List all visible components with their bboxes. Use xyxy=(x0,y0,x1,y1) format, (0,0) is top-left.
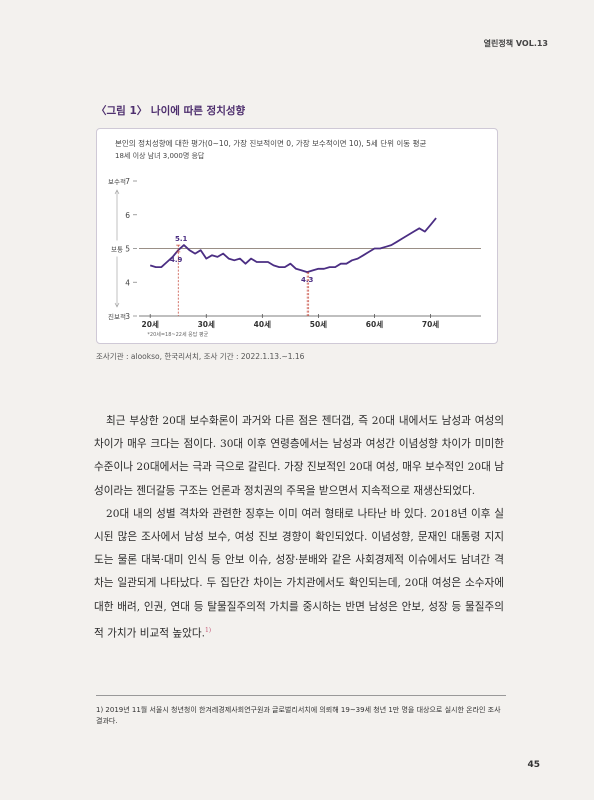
figure-caption: 본인의 정치성향에 대한 평가(0~10, 가장 진보적이면 0, 가장 보수적… xyxy=(115,139,427,148)
paragraph: 최근 부상한 20대 보수화론이 과거와 다른 점은 젠더갭, 즉 20대 내에… xyxy=(94,415,504,497)
paragraph-text: 20대 내의 성별 격차와 관련한 징후는 이미 여러 형태로 나타난 바 있다… xyxy=(94,507,504,640)
x-tick-label: 20세 xyxy=(142,319,159,329)
y-tick-label: 3 xyxy=(125,312,130,321)
paragraph: 20대 내의 성별 격차와 관련한 징후는 이미 여러 형태로 나타난 바 있다… xyxy=(94,503,504,646)
y-tick-label: 6 xyxy=(125,211,130,220)
y-side-label-top: 보수적 xyxy=(108,178,126,186)
x-tick-label: 50세 xyxy=(310,319,327,329)
y-tick-label: 5 xyxy=(125,245,130,254)
footnote-marker[interactable]: 1) xyxy=(204,626,212,634)
annotation-label: 4.3 xyxy=(301,276,314,284)
page-number: 45 xyxy=(527,760,540,770)
arrow-down-head xyxy=(114,302,120,308)
x-tick-label: 40세 xyxy=(254,319,271,329)
y-side-label-bottom: 진보적 xyxy=(108,312,126,321)
figure-title: 〈그림 1〉 나이에 따른 정치성향 xyxy=(96,105,246,117)
arrow-up-head xyxy=(114,189,120,195)
x-axis-note: *20세=18~22세 응답 평균 xyxy=(147,331,208,338)
figure-box: 본인의 정치성향에 대한 평가(0~10, 가장 진보적이면 0, 가장 보수적… xyxy=(96,128,498,344)
x-tick-label: 60세 xyxy=(366,319,383,329)
series-line xyxy=(149,217,437,274)
y-side-label-middle: 보통 xyxy=(111,246,123,254)
body-text: 최근 부상한 20대 보수화론이 과거와 다른 점은 젠더갭, 즉 20대 내에… xyxy=(94,410,504,646)
footnote: 1) 2019년 11월 서울시 청년청이 한겨레경제사회연구원과 글로벌리서치… xyxy=(96,706,501,725)
running-header: 열린정책 VOL.13 xyxy=(483,39,548,48)
annotation-label: 4.9 xyxy=(170,256,183,264)
y-tick-label: 7 xyxy=(125,177,130,186)
figure-source: 조사기관 : alookso, 한국리서치, 조사 기간 : 2022.1.13… xyxy=(96,352,305,361)
figure-sample-note: 18세 이상 남녀 3,000명 응답 xyxy=(115,152,205,160)
y-tick-label: 4 xyxy=(125,278,130,287)
x-tick-label: 70세 xyxy=(422,319,439,329)
x-tick-label: 30세 xyxy=(198,319,215,329)
footnote-divider xyxy=(96,695,506,696)
annotation-label: 5.1 xyxy=(175,235,188,243)
